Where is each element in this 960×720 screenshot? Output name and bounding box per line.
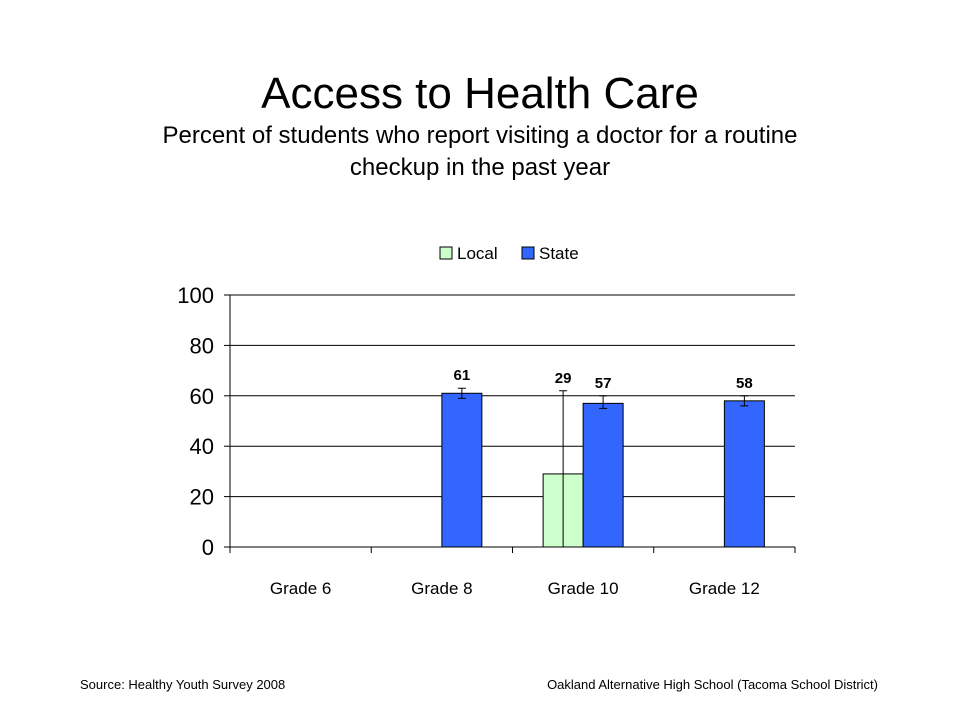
legend-label-state: State [539,244,579,263]
data-label: 29 [555,370,572,387]
y-tick-label: 40 [190,434,214,459]
y-tick-label: 100 [177,283,214,308]
data-label: 58 [736,375,753,392]
title-block: Access to Health Care Percent of student… [0,68,960,184]
y-tick-label: 20 [190,485,214,510]
y-tick-label: 0 [202,535,214,560]
legend-swatch-local [439,246,453,260]
y-tick-label: 60 [190,384,214,409]
subtitle-line-1: Percent of students who report visiting … [162,122,798,149]
bar-state [723,400,765,548]
bar-state [582,402,624,548]
x-tick-label: Grade 10 [548,579,619,598]
legend-swatch-state [521,246,535,260]
bar-state [441,392,483,548]
slide-subtitle: Percent of students who report visiting … [0,120,960,184]
x-tick-label: Grade 8 [411,579,472,598]
school-note: Oakland Alternative High School (Tacoma … [547,677,878,692]
source-note: Source: Healthy Youth Survey 2008 [80,677,286,692]
y-tick-label: 80 [190,333,214,358]
data-label: 61 [454,367,471,384]
x-tick-label: Grade 12 [689,579,760,598]
x-tick-label: Grade 6 [270,579,331,598]
data-label: 57 [595,375,612,392]
subtitle-line-2: checkup in the past year [349,154,611,181]
slide-title: Access to Health Care [261,69,699,118]
legend-label-local: Local [457,244,498,263]
